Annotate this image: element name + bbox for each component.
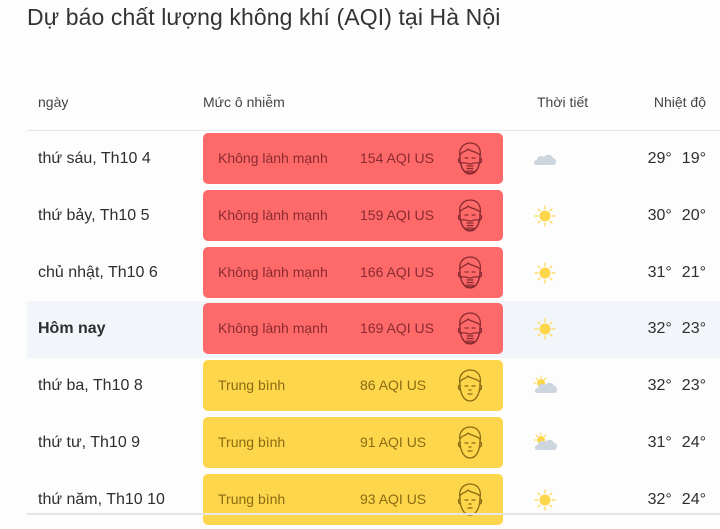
aqi-badge: Trung bình 91 AQI US [203,416,503,468]
table-bottom-divider [27,513,720,515]
temperature: 29° 19° [648,131,706,188]
pollution-level: Trung bình [218,433,286,450]
aqi-value: 169 AQI US [360,320,434,337]
pollution-level: Không lành mạnh [218,150,328,166]
table-row: thứ ba, Th10 8 Trung bình 86 AQI US 32° 2… [27,358,720,415]
temp-low: 24° [681,490,706,508]
face-mask-icon [457,255,483,289]
temperature: 32° 24° [648,472,706,529]
aqi-badge: Không lành mạnh 159 AQI US [203,189,503,241]
date-label: thứ bảy, Th10 5 [38,206,150,224]
temp-low: 19° [681,150,706,167]
temp-high: 31° [647,433,672,451]
table-header: ngày Mức ô nhiễm Thời tiết Nhiệt độ [27,90,720,131]
pollution-level: Trung bình [218,377,286,394]
pollution-level: Không lành mạnh [218,320,328,337]
aqi-badge: Trung bình 93 AQI US [203,473,503,525]
face-icon [457,369,483,402]
table-row: thứ sáu, Th10 4 Không lành mạnh 154 AQI … [27,131,720,188]
aqi-badge: Không lành mạnh 154 AQI US [203,133,503,184]
face-mask-icon [457,312,483,346]
date-label: thứ sáu, Th10 4 [38,150,151,167]
temperature: 30° 20° [648,188,706,245]
temp-low: 21° [681,263,706,281]
aqi-value: 166 AQI US [360,263,434,280]
temp-low: 24° [681,433,706,451]
forecast-table: thứ sáu, Th10 4 Không lành mạnh 154 AQI … [27,131,720,529]
column-header-temperature: Nhiệt độ [653,94,706,110]
table-row-today: Hôm nay Không lành mạnh 169 AQI US 32° 23… [27,301,720,359]
table-row: thứ năm, Th10 10 Trung bình 93 AQI US 32… [27,472,720,529]
face-mask-icon [457,199,483,232]
aqi-value: 154 AQI US [360,150,434,166]
partly-cloudy-icon [533,432,558,451]
date-label: Hôm nay [38,320,106,338]
aqi-value: 91 AQI US [360,433,427,450]
aqi-badge: Không lành mạnh 169 AQI US [203,303,503,355]
date-label: chủ nhật, Th10 6 [38,263,158,281]
temp-high: 30° [647,206,672,224]
cloud-icon [533,154,556,165]
pollution-level: Trung bình [218,490,286,507]
temp-low: 23° [681,377,706,395]
temp-high: 31° [647,263,672,281]
pollution-level: Không lành mạnh [218,263,328,280]
temp-high: 32° [647,320,672,338]
table-row: chủ nhật, Th10 6 Không lành mạnh 166 AQI… [27,245,720,302]
aqi-badge: Trung bình 86 AQI US [203,360,503,412]
column-header-date: ngày [38,94,69,110]
aqi-value: 86 AQI US [360,377,427,394]
sun-icon [534,261,556,284]
face-mask-icon [457,142,483,175]
temperature: 32° 23° [648,301,706,358]
sun-icon [534,318,556,340]
table-row: thứ tư, Th10 9 Trung bình 91 AQI US 31° 2… [27,415,720,472]
column-header-weather: Thời tiết [537,94,589,110]
temp-low: 23° [681,320,706,338]
table-row: thứ bảy, Th10 5 Không lành mạnh 159 AQI … [27,188,720,245]
aqi-value: 159 AQI US [360,206,434,223]
page-title: Dự báo chất lượng không khí (AQI) tại Hà… [27,4,501,30]
partly-cloudy-icon [533,375,558,394]
date-label: thứ năm, Th10 10 [38,490,165,508]
temp-high: 32° [647,490,672,508]
temp-low: 20° [681,206,706,224]
sun-icon [534,205,556,227]
column-header-pollution: Mức ô nhiễm [203,94,285,110]
temperature: 31° 21° [648,245,706,302]
temperature: 31° 24° [648,415,706,472]
face-icon [457,426,483,459]
date-label: thứ ba, Th10 8 [38,377,143,395]
aqi-badge: Không lành mạnh 166 AQI US [203,246,503,298]
temp-high: 29° [647,150,672,167]
temp-high: 32° [647,377,672,395]
aqi-value: 93 AQI US [360,490,427,507]
pollution-level: Không lành mạnh [218,206,328,223]
date-label: thứ tư, Th10 9 [38,433,141,451]
temperature: 32° 23° [648,358,706,415]
sun-icon [534,489,556,511]
